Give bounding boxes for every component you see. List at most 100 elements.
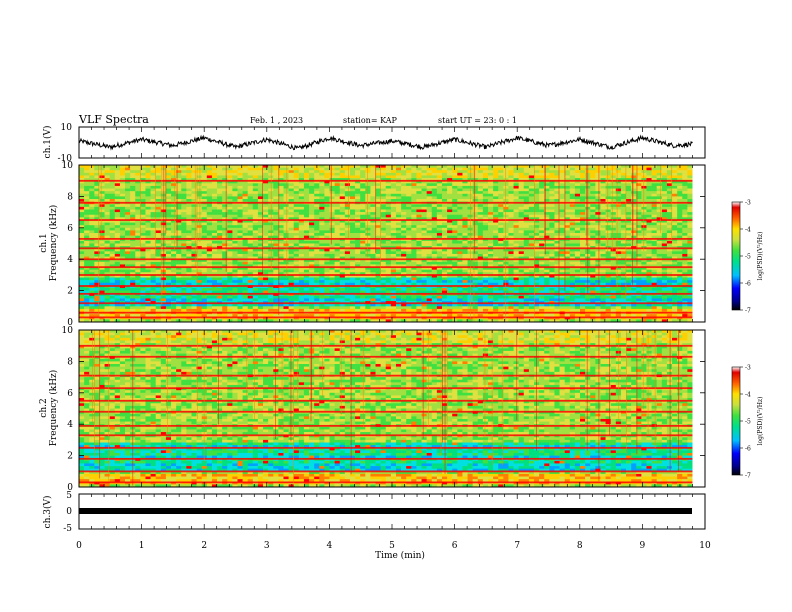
spectrogram-cell <box>523 188 530 192</box>
spectrogram-cell <box>544 248 550 252</box>
spectrogram-cell <box>431 212 438 216</box>
spectrogram-cell <box>615 185 622 189</box>
spectrogram-cell <box>303 248 310 252</box>
spectrogram-cell <box>544 217 550 221</box>
spectrogram-cell <box>309 253 315 257</box>
spectrogram-cell <box>523 240 530 244</box>
spectrogram-cell <box>324 180 330 184</box>
spectrogram-cell <box>181 248 187 252</box>
spectrogram-cell <box>237 269 243 273</box>
spectrogram-cell <box>196 204 202 208</box>
spectrogram-cell <box>145 191 151 195</box>
spectrogram-cell <box>666 230 673 234</box>
spectrogram-cell <box>339 227 346 231</box>
spectrogram-cell <box>687 183 693 187</box>
spectrogram-cell <box>661 253 668 257</box>
ch1-ytick-top: 10 <box>61 123 73 133</box>
spectrogram-cell <box>493 183 499 187</box>
spectrogram-cell <box>385 264 392 268</box>
spectrogram-cell <box>186 253 192 257</box>
spectrogram-cell <box>288 212 295 216</box>
spectrogram-cell <box>605 219 611 223</box>
spectrogram-cell <box>426 206 433 210</box>
spectrogram-cell <box>349 183 356 187</box>
spectrogram-cell <box>411 227 417 231</box>
spectrogram-cell <box>656 209 663 213</box>
spectrogram-cell <box>222 243 228 247</box>
spectrogram-cell <box>84 261 90 265</box>
spectrogram-cell <box>130 272 136 276</box>
spectrogram-cell <box>651 230 657 234</box>
spectrogram-cell <box>114 185 121 189</box>
spectrogram-cell <box>549 233 555 236</box>
spectrogram-cell <box>452 240 458 244</box>
spectrogram-cell <box>549 269 555 273</box>
spectrogram-cell <box>130 267 136 270</box>
spectrogram-cell <box>211 264 218 268</box>
spectrogram-cell <box>186 230 192 234</box>
spectrogram-cell <box>631 167 637 171</box>
spectrogram-cell <box>559 204 565 208</box>
spectrogram-cell <box>452 233 458 236</box>
spectrogram-cell <box>574 193 581 197</box>
spectrogram-cell <box>672 199 678 202</box>
spectrogram-cell <box>457 240 463 244</box>
spectrogram-cell <box>574 196 581 200</box>
spectrogram-cell <box>222 269 228 273</box>
spectrogram-cell <box>677 261 683 265</box>
spectrogram-cell <box>150 240 156 244</box>
spectrogram-cell <box>150 272 156 276</box>
spectrogram-cell <box>104 196 110 200</box>
spectrogram-cell <box>687 217 693 221</box>
spectrogram-cell <box>574 172 581 176</box>
spectrogram-cell <box>610 219 617 223</box>
spectrogram-cell <box>237 230 243 234</box>
spectrogram-cell <box>610 175 617 179</box>
spectrogram-cell <box>498 217 504 221</box>
spectrogram-cell <box>646 225 652 229</box>
spectrogram-cell <box>201 175 208 179</box>
spectrogram-cell <box>447 191 453 195</box>
spectrogram-cell <box>130 175 136 179</box>
spectrogram-cell <box>303 222 310 226</box>
spectrogram-cell <box>339 172 346 176</box>
spectrogram-cell <box>114 264 121 268</box>
spectrogram-cell <box>349 178 356 181</box>
spectrogram-cell <box>523 227 530 231</box>
spectrogram-cell <box>416 225 422 229</box>
spectrogram-cell <box>130 219 136 223</box>
spectrogram-cell <box>196 209 202 213</box>
spectrogram-cell <box>590 188 596 192</box>
spectrogram-cell <box>385 225 392 229</box>
spectrogram-cell <box>651 251 657 255</box>
spectrogram-cell <box>375 227 381 231</box>
spectrogram-cell <box>222 209 228 213</box>
spectrogram-cell <box>201 227 208 231</box>
spectrogram-cell <box>365 212 371 216</box>
spectrogram-cell <box>646 165 652 168</box>
spectrogram-cell <box>436 212 443 216</box>
spectrogram-cell <box>620 165 627 168</box>
spectrogram-cell <box>462 172 468 176</box>
spectrogram-cell <box>518 193 525 197</box>
spectrogram-cell <box>523 185 530 189</box>
spectrogram-cell <box>666 209 673 213</box>
spectrogram-cell <box>436 191 443 195</box>
spectrogram-cell <box>472 264 479 268</box>
spectrogram-cell <box>523 256 530 260</box>
spectrogram-cell <box>549 178 555 181</box>
spectrogram-cell <box>457 188 463 192</box>
spectrogram-cell <box>477 222 484 226</box>
spectrogram-cell <box>682 209 688 213</box>
spectrogram-cell <box>263 261 269 265</box>
spectrogram-cell <box>186 267 192 270</box>
spectrogram-cell <box>682 196 688 200</box>
spectrogram-cell <box>656 167 663 171</box>
spectrogram-cell <box>283 248 289 252</box>
spectrogram-cell <box>79 188 85 192</box>
spectrogram-cell <box>242 217 248 221</box>
spectrogram-cell <box>580 217 586 221</box>
spectrogram-cell <box>487 253 494 257</box>
spectrogram-cell <box>580 235 586 239</box>
spectrogram-cell <box>385 233 392 236</box>
